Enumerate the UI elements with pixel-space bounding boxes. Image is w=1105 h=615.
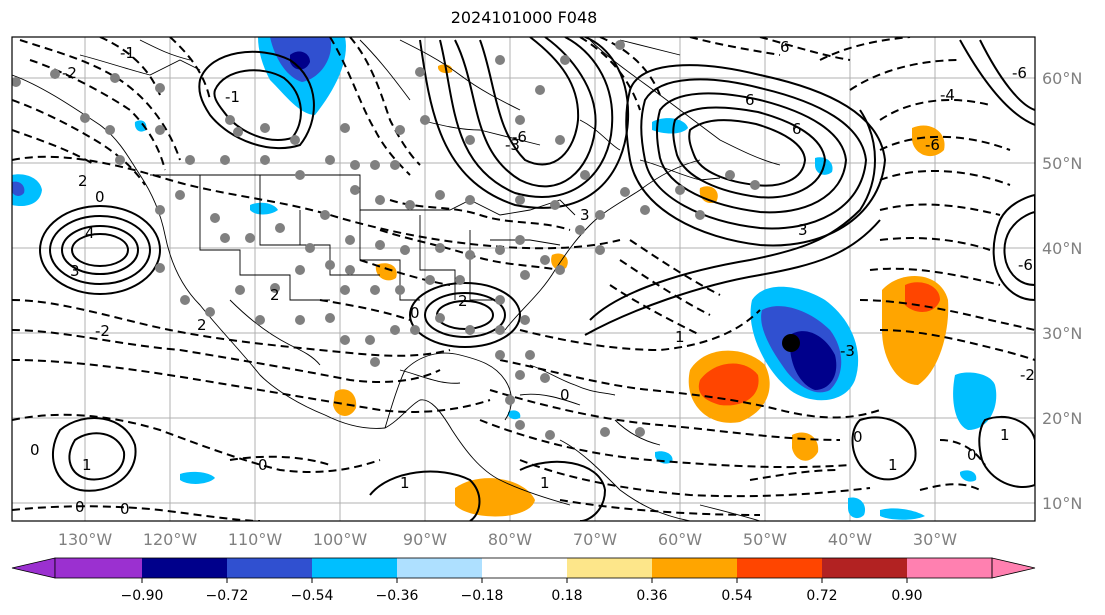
lon-label: 40°W bbox=[828, 530, 872, 549]
contour-label: 0 bbox=[258, 456, 268, 474]
contour-label: -3 bbox=[505, 136, 520, 154]
colorbar-tick-label: −0.36 bbox=[376, 588, 419, 604]
contour-label: 3 bbox=[70, 262, 80, 280]
map-border bbox=[11, 36, 1036, 522]
lon-label: 130°W bbox=[58, 530, 113, 549]
contour-label: 1 bbox=[400, 474, 410, 492]
contour-label: 6 bbox=[745, 91, 755, 109]
colorbar: −0.90 −0.72 −0.54 −0.36 −0.18 0.18 0.36 … bbox=[11, 557, 1036, 604]
contour-label: -3 bbox=[840, 342, 855, 360]
colorbar-tick-label: 0.72 bbox=[806, 588, 837, 604]
colorbar-tick-label: 0.36 bbox=[636, 588, 667, 604]
contour-label: 1 bbox=[888, 456, 898, 474]
contour-labels: -2 -1 -1 2 0 4 3 -2 2 2 2 -3 -6 6 6 3 1 … bbox=[30, 38, 1035, 518]
contour-label: 4 bbox=[85, 224, 95, 242]
colorbar-tick-label: −0.18 bbox=[461, 588, 504, 604]
contour-label: 2 bbox=[270, 286, 280, 304]
contour-label: -2 bbox=[95, 322, 110, 340]
coastlines bbox=[12, 39, 781, 521]
contours-solid bbox=[39, 37, 1035, 521]
contour-label: -6 bbox=[512, 128, 527, 146]
lon-label: 80°W bbox=[488, 530, 532, 549]
lat-label: 20°N bbox=[1042, 409, 1082, 428]
contour-label: -6 bbox=[1012, 64, 1027, 82]
lon-label: 60°W bbox=[658, 530, 702, 549]
contour-label: 1 bbox=[82, 456, 92, 474]
contour-label: -6 bbox=[1018, 256, 1033, 274]
lon-label: 70°W bbox=[573, 530, 617, 549]
contour-label: 1 bbox=[675, 328, 685, 346]
contour-label: 0 bbox=[120, 500, 130, 518]
center-marker bbox=[782, 334, 800, 352]
longitude-labels: 130°W 120°W 110°W 100°W 90°W 80°W 70°W 6… bbox=[58, 530, 957, 549]
lon-label: 50°W bbox=[743, 530, 787, 549]
contour-label: 0 bbox=[560, 386, 570, 404]
lat-label: 10°N bbox=[1042, 494, 1082, 513]
colorbar-extend-min bbox=[11, 557, 56, 579]
latitude-labels: 60°N 50°N 40°N 30°N 20°N 10°N bbox=[1042, 69, 1082, 513]
contour-label: -4 bbox=[940, 86, 955, 104]
station-dots bbox=[12, 40, 760, 440]
lon-label: 100°W bbox=[313, 530, 368, 549]
contour-label: 2 bbox=[78, 172, 88, 190]
lat-label: 40°N bbox=[1042, 239, 1082, 258]
map-title: 2024101000 F048 bbox=[450, 8, 598, 27]
contour-label: 0 bbox=[410, 304, 420, 322]
contours-dashed bbox=[12, 37, 1035, 521]
lon-label: 90°W bbox=[403, 530, 447, 549]
contour-label: 1 bbox=[1000, 426, 1010, 444]
colorbar-extend-max bbox=[991, 557, 1036, 579]
contour-label: 3 bbox=[798, 221, 808, 239]
contour-label: 1 bbox=[540, 474, 550, 492]
contour-label: 0 bbox=[967, 446, 977, 464]
lon-label: 120°W bbox=[143, 530, 198, 549]
colorbar-tick-label: −0.90 bbox=[121, 588, 164, 604]
contour-label: 0 bbox=[853, 428, 863, 446]
contour-label: 6 bbox=[780, 38, 790, 56]
lon-label: 30°W bbox=[913, 530, 957, 549]
lat-label: 30°N bbox=[1042, 324, 1082, 343]
contour-label: 0 bbox=[75, 498, 85, 516]
lon-label: 110°W bbox=[228, 530, 283, 549]
contour-label: -6 bbox=[925, 136, 940, 154]
colorbar-tick-label: 0.54 bbox=[721, 588, 752, 604]
contour-label: 2 bbox=[197, 316, 207, 334]
lat-label: 60°N bbox=[1042, 69, 1082, 88]
contour-label: 0 bbox=[95, 188, 105, 206]
contour-label: 3 bbox=[580, 206, 590, 224]
colorbar-tick-label: 0.18 bbox=[551, 588, 582, 604]
contour-label: -1 bbox=[120, 44, 135, 62]
colorbar-tick-label: −0.72 bbox=[206, 588, 249, 604]
contour-label: -2 bbox=[1020, 366, 1035, 384]
contour-label: -2 bbox=[62, 64, 77, 82]
contour-label: 6 bbox=[792, 120, 802, 138]
contour-label: 2 bbox=[458, 292, 468, 310]
contour-label: -1 bbox=[225, 88, 240, 106]
colorbar-tick-label: 0.90 bbox=[891, 588, 922, 604]
colorbar-tick-label: −0.54 bbox=[291, 588, 334, 604]
contour-label: 0 bbox=[30, 441, 40, 459]
lat-label: 50°N bbox=[1042, 154, 1082, 173]
